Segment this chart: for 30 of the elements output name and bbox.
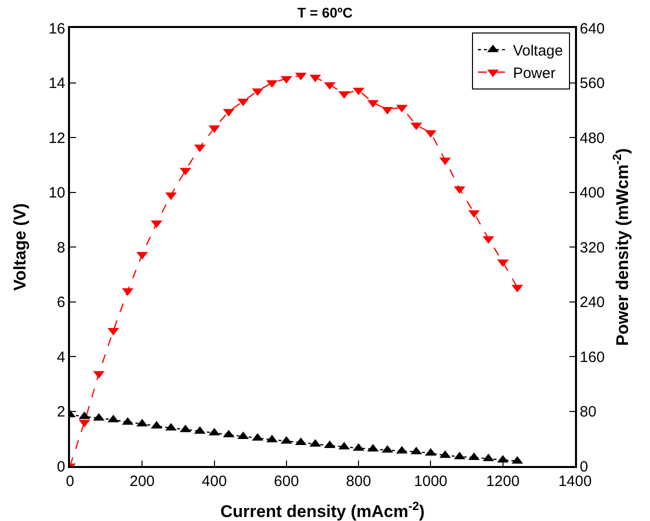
y-tick-label: 0 (56, 458, 66, 476)
x-tick-label: 200 (130, 472, 155, 490)
y-tick-label: 4 (56, 348, 66, 366)
y2-tick-label: 80 (580, 404, 596, 420)
y-tick-label: 14 (48, 75, 66, 92)
y2-tick-label: 640 (580, 20, 605, 38)
y2-tick-label: 400 (580, 184, 605, 202)
y2-tick-label: 160 (580, 348, 605, 366)
chart-title: T = 60ºC (297, 4, 353, 21)
y-tick-label: 8 (56, 239, 66, 256)
x-tick-label: 1400 (558, 472, 592, 490)
y-tick-label: 2 (56, 404, 66, 420)
y2-tick-label: 320 (580, 239, 605, 256)
legend-label: Power (512, 64, 556, 82)
y2-tick-label: 0 (580, 458, 588, 476)
y-tick-label: 10 (48, 184, 66, 202)
x-tick-label: 600 (274, 472, 299, 490)
y2-tick-label: 560 (580, 75, 605, 92)
x-axis-title: Current density (mAcm$^{-2}$) (220, 498, 425, 521)
y2-tick-label: 480 (580, 130, 605, 147)
y-tick-label: 12 (48, 130, 66, 147)
x-tick-label: 1200 (486, 472, 520, 490)
y-axis-title: Voltage (V) (10, 203, 30, 291)
x-tick-label: 1000 (414, 472, 448, 490)
y-tick-label: 6 (56, 294, 66, 311)
legend-label: Voltage (512, 42, 563, 60)
y-tick-label: 16 (48, 20, 66, 38)
x-tick-label: 800 (346, 472, 372, 490)
x-tick-label: 400 (202, 472, 227, 490)
y2-tick-label: 240 (580, 294, 605, 311)
